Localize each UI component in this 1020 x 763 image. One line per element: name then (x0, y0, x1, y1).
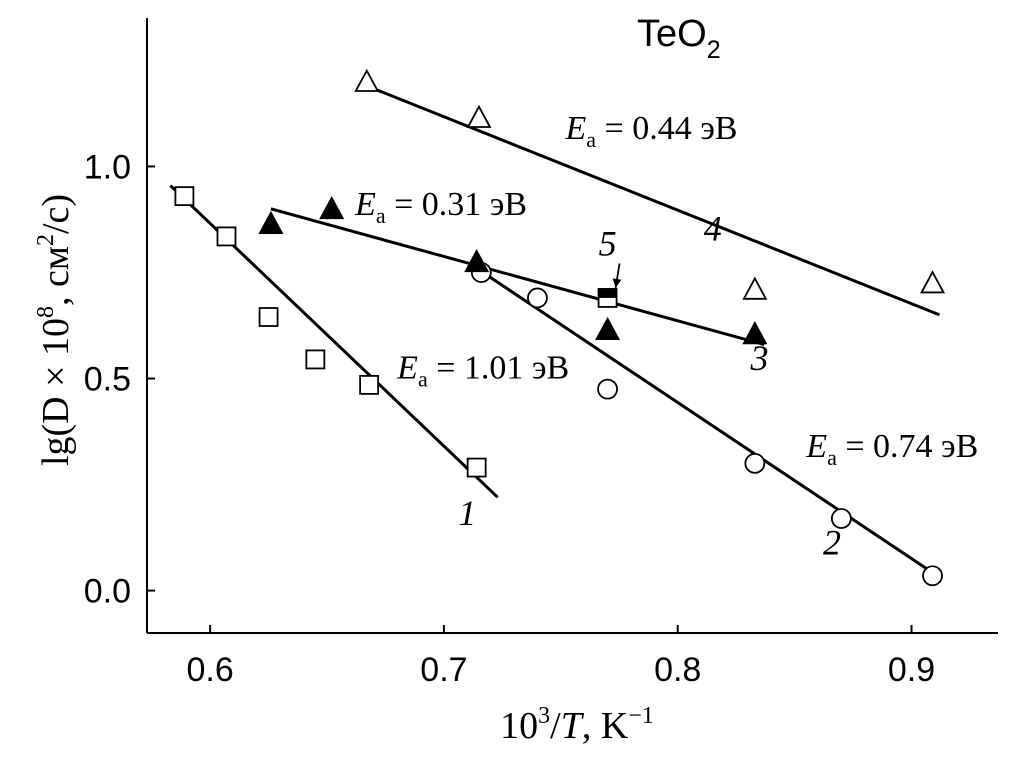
fit-line-3 (271, 209, 764, 345)
annotation-ea-2-value: = 1.01 эВ (428, 350, 569, 387)
x-label-slash: / (550, 705, 561, 747)
y-tick-label-0: 0.0 (84, 573, 131, 611)
annotation-ea-0: Ea = 0.44 эВ (564, 110, 737, 152)
point-series-2-2 (598, 380, 617, 399)
x-label-rest: , K (582, 705, 629, 747)
point-series-2-5 (923, 566, 942, 585)
annotation-ea-0-symbol: E (564, 110, 586, 147)
series-label-5: 5 (599, 224, 617, 264)
legend-marker-3 (321, 198, 343, 218)
x-tick-label-2: 0.8 (654, 651, 701, 689)
y-tick-label-1: 0.5 (84, 361, 131, 399)
y-label-post: /с) (35, 194, 77, 234)
annotation-ea-1: Ea = 0.31 эВ (354, 186, 527, 228)
data-points (175, 71, 943, 586)
ticks: 0.6 0.7 0.8 0.9 0.0 0.5 1.0 (84, 148, 935, 689)
point-series-3-0 (260, 213, 282, 233)
annotation-ea-2-subscript: a (418, 367, 428, 392)
x-label-base: 10 (500, 705, 538, 747)
x-tick-label-3: 0.9 (888, 651, 935, 689)
point-series-1-0 (175, 187, 193, 205)
annotation-ea-0-value: = 0.44 эВ (596, 110, 737, 147)
series-label-4: 4 (704, 209, 722, 249)
annotation-ea-1-symbol: E (354, 186, 376, 223)
annotation-ea-3-symbol: E (805, 428, 827, 465)
y-tick-label-2: 1.0 (84, 148, 131, 186)
chart-title: TeO2 (637, 13, 721, 64)
y-label-sup2: 2 (33, 234, 59, 246)
point-series-1-1 (217, 227, 235, 245)
series-label-2: 2 (823, 523, 841, 563)
point-series-1-3 (306, 350, 324, 368)
x-tick-label-1: 0.7 (420, 651, 467, 689)
point-series-4-2 (744, 278, 766, 298)
annotation-ea-0-subscript: a (586, 127, 596, 152)
point-series-1-5 (468, 459, 486, 477)
point-series-4-3 (922, 272, 944, 292)
point-series-5-0-fill (599, 289, 617, 298)
y-label-sup1: 8 (33, 306, 59, 318)
chart-title-subscript: 2 (707, 36, 721, 64)
y-axis-label: lg(D × 108, см2/с) (33, 194, 77, 466)
point-series-1-2 (260, 308, 278, 326)
annotation-ea-1-subscript: a (376, 203, 386, 228)
y-label-pre: lg(D × 10 (35, 318, 77, 466)
annotation-ea-2: Ea = 1.01 эВ (396, 350, 569, 392)
arrow-5-head (613, 278, 622, 288)
point-series-3-2 (597, 319, 619, 339)
fit-line-2 (477, 268, 938, 576)
annotation-ea-3: Ea = 0.74 эВ (805, 428, 978, 470)
point-series-3-1 (466, 251, 488, 271)
point-series-4-0 (356, 71, 378, 91)
point-series-1-4 (360, 376, 378, 394)
annotation-ea-1-value: = 0.31 эВ (386, 186, 527, 223)
chart-title-main: TeO (637, 13, 707, 55)
point-series-2-1 (528, 288, 547, 307)
x-tick-label-0: 0.6 (186, 651, 233, 689)
annotation-ea-3-subscript: a (827, 445, 837, 470)
x-label-base-sup: 3 (538, 703, 550, 729)
series-label-3: 3 (750, 338, 769, 378)
point-series-4-1 (468, 107, 490, 127)
fit-lines (170, 86, 939, 576)
chart: 0.6 0.7 0.8 0.90.00.51.0 12345Ea = 0.44 эВE… (0, 0, 1020, 763)
x-axis-label: 103/T, K−1 (500, 703, 654, 747)
y-label-mid: , см (35, 246, 77, 306)
x-label-rest-sup: −1 (628, 703, 654, 729)
annotation-ea-3-value: = 0.74 эВ (837, 428, 978, 465)
series-label-1: 1 (458, 493, 476, 533)
point-series-5-0 (599, 289, 617, 307)
point-series-2-3 (745, 454, 764, 473)
annotation-ea-2-symbol: E (396, 350, 418, 387)
